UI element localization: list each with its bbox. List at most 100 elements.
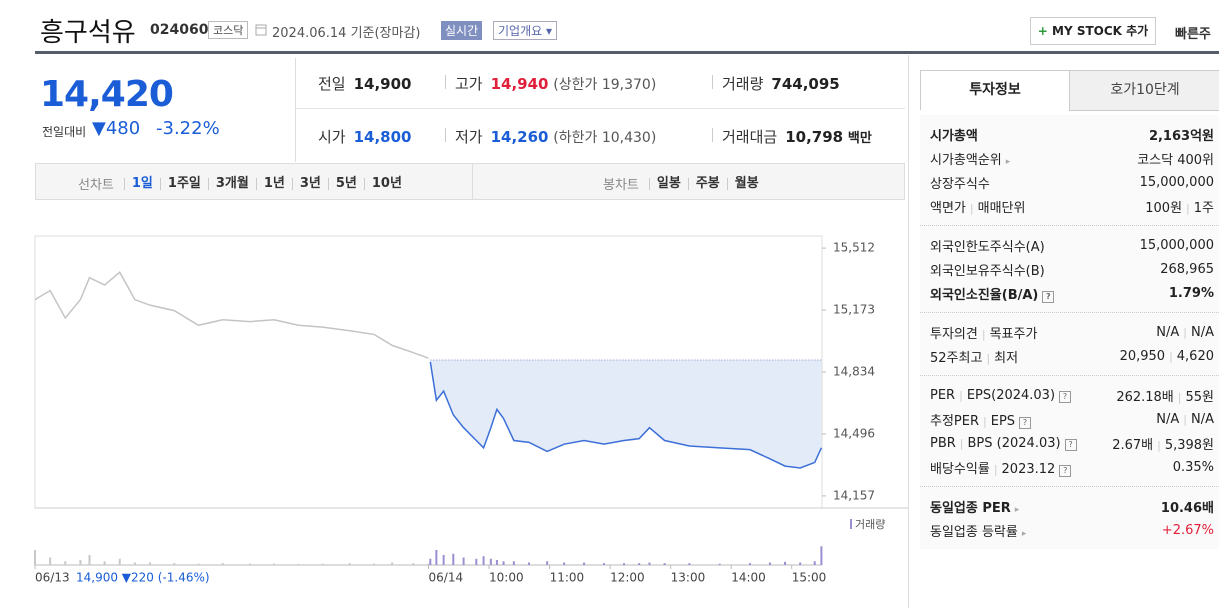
control-item[interactable]: 1년	[255, 177, 292, 190]
x-tick-label: 06/14	[429, 571, 464, 585]
arrow-icon[interactable]: ▸	[1005, 156, 1011, 167]
volume-bar	[64, 561, 67, 565]
help-icon[interactable]: ?	[1042, 290, 1055, 303]
control-item[interactable]: 1일	[123, 177, 160, 190]
control-item[interactable]: 1주일	[159, 177, 208, 190]
info-label: EPS(2024.03)	[966, 387, 1056, 403]
control-item[interactable]: 일봉	[648, 177, 688, 190]
separator: |	[969, 201, 974, 215]
volume-bar	[502, 561, 505, 565]
info-label: 배당수익률	[930, 461, 990, 477]
tab[interactable]: 호가10단계	[1069, 70, 1219, 111]
note: (상한가 19,370)	[553, 77, 657, 93]
volume-bar	[197, 563, 200, 565]
divider	[712, 75, 713, 89]
price-line	[429, 361, 823, 469]
volume-bar	[462, 557, 465, 565]
info-value: 1주	[1193, 200, 1214, 216]
realtime-badge[interactable]: 실시간	[441, 21, 483, 40]
change-label: 전일대비	[42, 125, 87, 139]
info-value: 268,965	[1160, 261, 1214, 277]
help-icon[interactable]: ?	[1059, 390, 1072, 403]
info-label: 52주최고	[930, 350, 983, 366]
separator: |	[1157, 438, 1161, 452]
volume-bar	[623, 563, 626, 565]
label: 시가	[318, 128, 346, 146]
separator: |	[993, 462, 998, 476]
quote-cell: 저가 14,260 (하한가 10,430)	[455, 126, 656, 147]
quote-cell: 거래량 744,095	[722, 73, 840, 94]
info-value: 10.46배	[1160, 500, 1214, 516]
volume-bar	[88, 555, 91, 565]
info-label: 시가총액순위 ▸	[930, 149, 1010, 168]
arrow-icon[interactable]: ▸	[1021, 528, 1027, 539]
quote-cell: 시가 14,800	[318, 126, 412, 147]
quick-order[interactable]: 빠른주	[1175, 27, 1211, 42]
control-item[interactable]: 3개월	[207, 177, 256, 190]
info-label: 시가총액	[930, 128, 978, 144]
price: 14,420	[40, 74, 174, 115]
info-label: 추정PER	[930, 413, 980, 429]
change: ▼480	[92, 118, 141, 139]
control-item[interactable]: 3년	[291, 177, 328, 190]
info-value: N/A | N/A	[1156, 412, 1214, 427]
tab[interactable]: 투자정보	[920, 70, 1070, 110]
info-row: 상장주식수 15,000,000	[920, 170, 1219, 194]
change-pct: -3.22%	[156, 118, 220, 139]
info-value: +2.67%	[1161, 522, 1214, 538]
info-value: 55원	[1185, 389, 1214, 405]
control-item[interactable]: 주봉	[687, 177, 727, 190]
info-row: 외국인한도주식수(A) 15,000,000	[920, 233, 1219, 257]
help-icon[interactable]: ?	[1059, 464, 1072, 477]
control-item[interactable]: 5년	[327, 177, 364, 190]
volume-bar	[495, 560, 498, 565]
info-value: 5,398원	[1164, 437, 1214, 453]
volume-bar	[784, 561, 787, 565]
info-label: 동일업종 PER	[930, 500, 1011, 516]
volume-bar	[118, 558, 121, 565]
info-row: 추정PER | EPS? N/A | N/A	[920, 407, 1219, 431]
calendar-icon	[255, 24, 267, 36]
y-tick-label: 15,512	[833, 241, 875, 255]
info-value: N/A	[1191, 324, 1214, 340]
control-item[interactable]: 월봉	[726, 177, 766, 190]
note: (하한가 10,430)	[553, 130, 657, 146]
info-label: PBR	[930, 435, 956, 451]
info-value: 15,000,000	[1140, 175, 1214, 190]
info-value: 1.79%	[1168, 285, 1214, 301]
info-row: 동일업종 등락률 ▸ +2.67%	[920, 518, 1219, 542]
info-label: 외국인보유주식수(B)	[930, 263, 1045, 279]
volume-bar	[273, 563, 276, 565]
volume-bar	[79, 560, 82, 565]
mystock-button[interactable]: + MY STOCK 추가	[1030, 17, 1156, 45]
quote-cell: 전일 14,900	[318, 73, 412, 94]
separator: |	[986, 351, 991, 365]
candle-label: 봉차트	[603, 178, 639, 193]
info-label: EPS	[990, 413, 1016, 429]
info-label: 2023.12	[1001, 461, 1056, 477]
help-icon[interactable]: ?	[1019, 416, 1032, 429]
volume-bar	[133, 562, 136, 565]
arrow-icon[interactable]: ▸	[1014, 504, 1020, 515]
help-icon[interactable]: ?	[1064, 438, 1077, 451]
info-label: 최저	[994, 350, 1019, 366]
info-row: PBR | BPS (2024.03)? 2.67배 | 5,398원	[920, 431, 1219, 455]
separator: |	[983, 414, 987, 428]
stock-name: 흥구석유	[40, 18, 136, 48]
quote-cell: 거래대금 10,798 백만	[722, 126, 872, 147]
volume-bar	[638, 563, 641, 565]
info-label: BPS (2024.03)	[967, 435, 1061, 451]
control-item[interactable]: 10년	[363, 177, 409, 190]
company-info-button[interactable]: 기업개요 ▾	[493, 21, 558, 40]
info-value: 0.35%	[1173, 460, 1214, 475]
info-value: 0.35%	[1172, 459, 1214, 475]
separator: |	[1186, 201, 1190, 215]
volume-bar	[546, 561, 549, 565]
volume-bar	[429, 558, 432, 565]
company-info-label: 기업개요	[498, 24, 543, 38]
info-row: 52주최고 | 최저 20,950 | 4,620	[920, 344, 1219, 368]
info-label: 외국인한도주식수(A)	[930, 236, 1045, 255]
info-value: 262.18배	[1116, 389, 1174, 405]
info-value: 2.67배	[1112, 437, 1154, 453]
info-value: 2.67배 | 5,398원	[1112, 434, 1214, 453]
